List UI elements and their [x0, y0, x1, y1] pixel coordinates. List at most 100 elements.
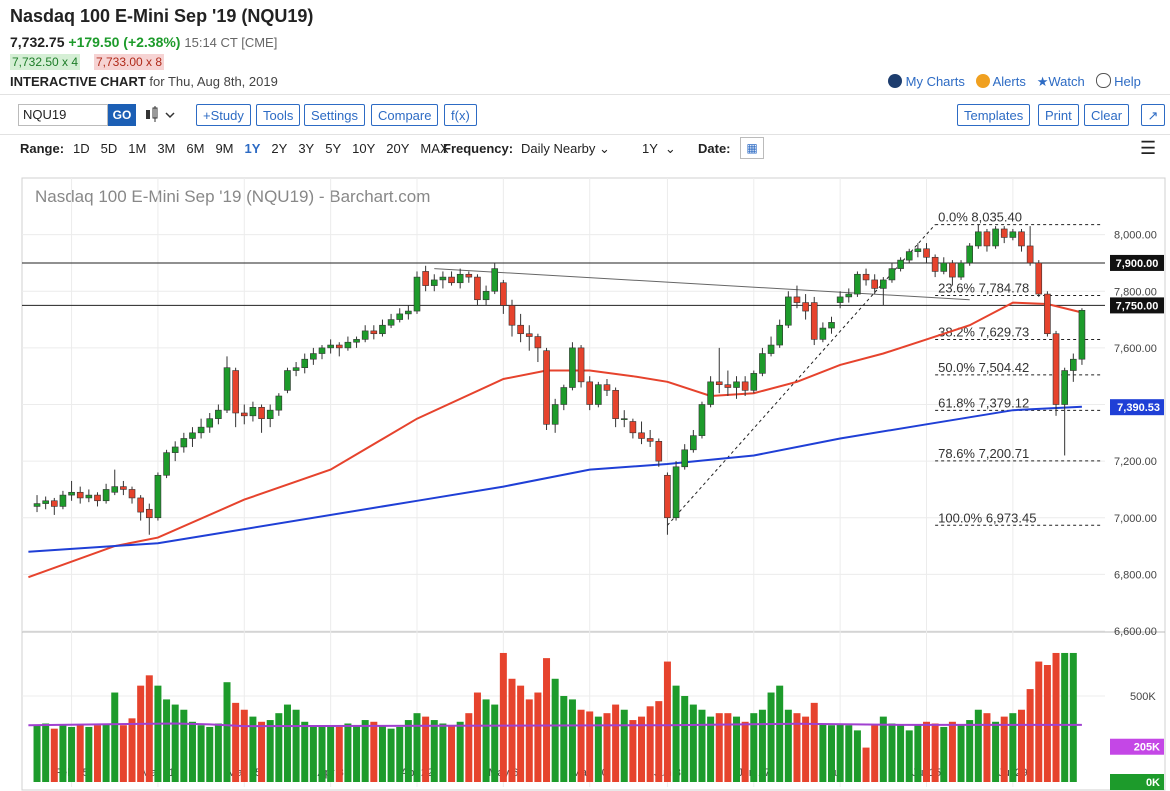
range-option[interactable]: 6M — [186, 141, 205, 156]
value-label: 0K — [1146, 777, 1160, 789]
toolbar-button[interactable]: Tools — [256, 104, 301, 126]
volume-bar — [914, 725, 922, 782]
candle-body — [603, 384, 611, 391]
range-option[interactable]: 10Y — [352, 141, 376, 156]
volume-bar — [758, 709, 766, 782]
candle-body — [931, 256, 939, 272]
candle-body — [525, 333, 533, 337]
candle-body — [76, 491, 84, 499]
candle-body — [897, 259, 904, 269]
candle-body — [310, 353, 317, 360]
range-option[interactable]: 3Y — [298, 141, 315, 156]
menu-button[interactable]: ☰ — [1140, 138, 1157, 158]
range-option[interactable]: 20Y — [386, 141, 410, 156]
link[interactable]: Help — [1114, 74, 1141, 89]
candle-body — [68, 491, 75, 496]
toolbar-button[interactable]: +Study — [196, 104, 251, 126]
toolbar-button[interactable]: Print — [1038, 104, 1079, 126]
candle-body — [1070, 358, 1077, 371]
candle-body — [353, 339, 360, 343]
candle-body — [223, 367, 231, 411]
go-button[interactable]: GO — [108, 104, 136, 126]
candle-body — [232, 370, 239, 414]
candle-body — [819, 327, 827, 340]
candle-body — [50, 500, 58, 507]
candle-body — [206, 418, 214, 428]
candle-body — [629, 421, 637, 434]
expand-button[interactable]: ↗ — [1141, 104, 1165, 126]
candle-body — [474, 276, 481, 301]
link[interactable]: Watch — [1048, 74, 1085, 89]
separator — [0, 94, 1170, 95]
candle-body — [171, 446, 179, 453]
volume-bar — [862, 747, 870, 782]
toolbar-button[interactable]: Clear — [1084, 104, 1130, 126]
candle-body — [361, 330, 369, 340]
range-option[interactable]: 1Y — [244, 141, 261, 156]
candle-body — [284, 370, 291, 391]
candle-body — [854, 273, 861, 295]
candle-body — [413, 276, 421, 312]
volume-bar — [327, 725, 335, 782]
volume-bar — [1026, 689, 1034, 782]
candle-body — [249, 407, 257, 417]
range-option[interactable]: 3M — [157, 141, 176, 156]
range-option[interactable]: 5Y — [325, 141, 342, 156]
volume-bar — [750, 713, 758, 782]
candle-body — [59, 494, 67, 507]
volume-bar — [871, 725, 879, 782]
volume-bar — [266, 720, 274, 782]
candle-body — [275, 395, 283, 411]
volume-bar — [68, 726, 76, 782]
volume-bar — [663, 661, 671, 782]
volume-bar — [171, 704, 179, 782]
candle-body — [128, 489, 136, 499]
volume-bar — [448, 725, 456, 782]
symbol-input[interactable]: NQU19 — [18, 104, 108, 126]
volume-bar — [335, 726, 343, 782]
volume-bar — [50, 728, 58, 782]
candle-body — [379, 324, 386, 335]
volume-bar — [603, 713, 611, 782]
toolbar-button[interactable]: Templates — [957, 104, 1031, 126]
volume-bar — [620, 709, 628, 782]
volume-bar — [188, 721, 196, 782]
volume-bar — [301, 721, 309, 782]
volume-bar — [543, 658, 551, 782]
volume-bar — [828, 725, 836, 782]
frequency-select[interactable]: Daily Nearby ⌄ — [521, 141, 610, 156]
volume-bar — [646, 706, 654, 782]
range-option[interactable]: 5D — [100, 141, 118, 156]
volume-bar — [776, 685, 784, 782]
candle-body — [335, 344, 343, 349]
toolbar-button[interactable]: f(x) — [444, 104, 477, 126]
frequency: Daily Nearby — [521, 141, 596, 156]
range-option[interactable]: 1M — [128, 141, 147, 156]
link[interactable]: Alerts — [992, 74, 1026, 89]
volume-bar — [974, 709, 982, 782]
calendar-button[interactable]: ▦ — [740, 137, 764, 159]
link[interactable]: My Charts — [905, 74, 965, 89]
bid: 7,732.50 x 4 — [10, 54, 81, 70]
toolbar-button[interactable]: Settings — [304, 104, 365, 126]
volume-bar — [707, 716, 715, 782]
range-option[interactable]: 1D — [73, 141, 90, 156]
volume-bar — [655, 701, 663, 782]
period-select[interactable]: 1Y ⌄ — [642, 141, 676, 156]
chart-type-icon[interactable] — [144, 106, 178, 124]
candle-body — [724, 384, 732, 388]
candle-body — [33, 503, 41, 507]
range-option[interactable]: MAX — [420, 141, 449, 156]
candle-body — [405, 310, 412, 315]
volume-bar — [698, 709, 706, 782]
range-option[interactable]: 9M — [215, 141, 234, 156]
volume-bar — [85, 726, 93, 782]
toolbar-button[interactable]: Compare — [371, 104, 439, 126]
time: 15:14 CT [CME] — [184, 35, 278, 50]
volume-bar — [344, 723, 352, 782]
volume-bar — [629, 720, 637, 782]
range-option[interactable]: 2Y — [271, 141, 288, 156]
volume-bar — [940, 726, 948, 782]
